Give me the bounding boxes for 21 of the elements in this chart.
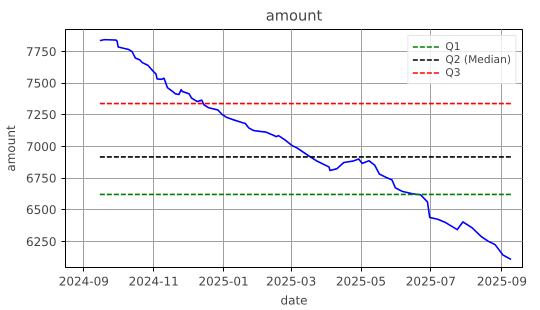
x-tick-label: 2025-07 [406, 274, 456, 288]
x-tick-label: 2025-05 [336, 274, 386, 288]
x-tick-label: 2025-09 [476, 274, 527, 288]
x-tick-label: 2024-11 [128, 274, 179, 288]
y-tick-label: 6250 [26, 234, 57, 249]
x-tick-label: 2024-09 [58, 274, 109, 288]
x-tick-label: 2025-03 [266, 274, 316, 288]
legend-label: Q1 [445, 40, 462, 53]
legend-label: Q2 (Median) [445, 53, 511, 66]
x-tick-label: 2025-01 [198, 274, 249, 288]
y-tick-label: 7250 [26, 108, 57, 122]
y-tick-label: 7500 [26, 76, 57, 91]
y-axis-title: amount [4, 125, 18, 172]
y-tick-label: 6750 [26, 172, 57, 186]
y-tick-label: 7750 [26, 44, 57, 59]
legend-label: Q3 [445, 66, 462, 79]
line-series [99, 38, 512, 260]
chart-title: amount [266, 8, 323, 24]
y-tick-label: 7000 [26, 140, 57, 154]
x-axis-title: date [280, 294, 308, 308]
y-tick-label: 6500 [26, 203, 57, 218]
